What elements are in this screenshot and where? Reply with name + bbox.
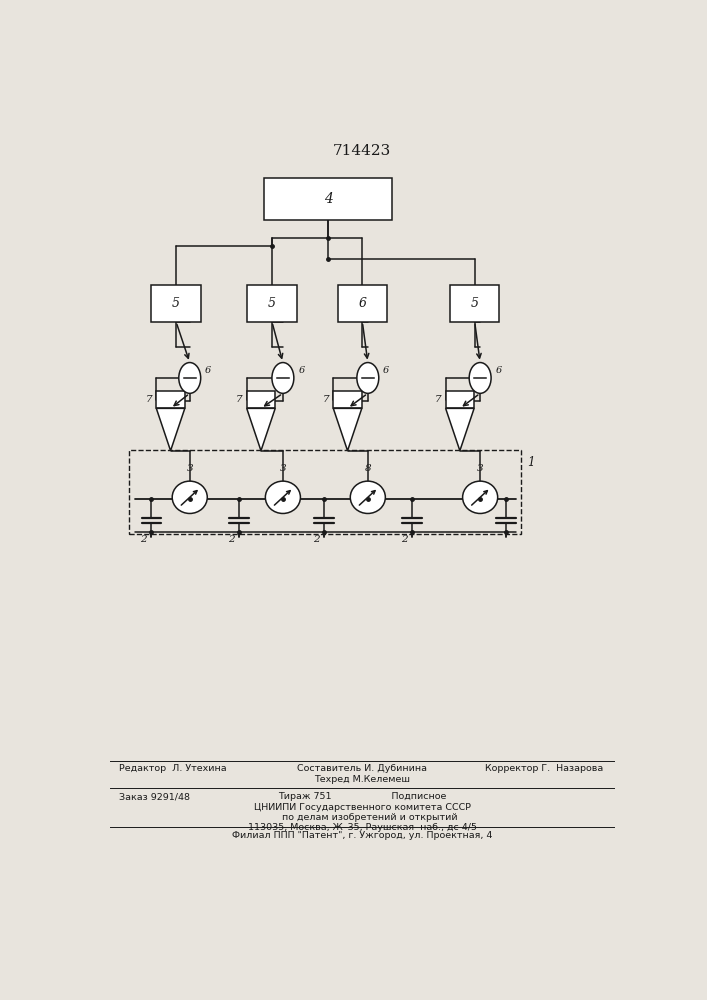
Text: Филиал ППП "Патент", г. Ужгород, ул. Проектная, 4: Филиал ППП "Патент", г. Ужгород, ул. Про… [232,831,493,840]
Bar [247,285,297,322]
Text: 6: 6 [383,366,390,375]
Text: 7: 7 [322,395,329,404]
Bar [247,391,275,408]
Circle shape [357,363,379,393]
Ellipse shape [265,481,300,513]
Ellipse shape [173,481,207,513]
Text: 2: 2 [313,535,320,544]
Bar [156,391,185,408]
Text: 5: 5 [471,297,479,310]
Ellipse shape [462,481,498,513]
Text: Тираж 751                    Подписное
ЦНИИПИ Государственного комитета СССР
   : Тираж 751 Подписное ЦНИИПИ Государственн… [248,792,477,832]
Polygon shape [445,408,474,451]
Text: 3: 3 [477,464,484,473]
Text: Составитель И. Дубинина
Техред М.Келемеш: Составитель И. Дубинина Техред М.Келемеш [298,764,427,784]
Bar [333,391,362,408]
Bar [129,450,521,534]
Bar [445,391,474,408]
Text: 2: 2 [141,535,147,544]
Circle shape [469,363,491,393]
Text: 6: 6 [298,366,305,375]
Polygon shape [156,408,185,451]
Circle shape [179,363,201,393]
Polygon shape [247,408,275,451]
Text: Заказ 9291/48: Заказ 9291/48 [119,792,189,801]
Text: 7: 7 [435,395,441,404]
Text: 7: 7 [235,395,243,404]
Text: 7: 7 [146,395,152,404]
Text: 3: 3 [279,464,286,473]
Ellipse shape [350,481,385,513]
Text: 2: 2 [228,535,235,544]
Bar [151,285,201,322]
Text: 6: 6 [358,297,366,310]
Text: 1: 1 [527,456,534,469]
Text: 5: 5 [172,297,180,310]
Text: Корректор Г.  Назарова: Корректор Г. Назарова [485,764,604,773]
Text: 3: 3 [187,464,193,473]
Bar [264,178,392,220]
Text: 2: 2 [401,535,407,544]
Text: Редактор  Л. Утехина: Редактор Л. Утехина [119,764,226,773]
Circle shape [272,363,294,393]
Text: 6: 6 [496,366,502,375]
Text: 5: 5 [268,297,276,310]
Text: 714423: 714423 [333,144,392,158]
Text: 8: 8 [365,464,371,473]
Bar [338,285,387,322]
Bar [450,285,499,322]
Text: 6: 6 [205,366,211,375]
Text: 4: 4 [324,192,332,206]
Polygon shape [333,408,362,451]
